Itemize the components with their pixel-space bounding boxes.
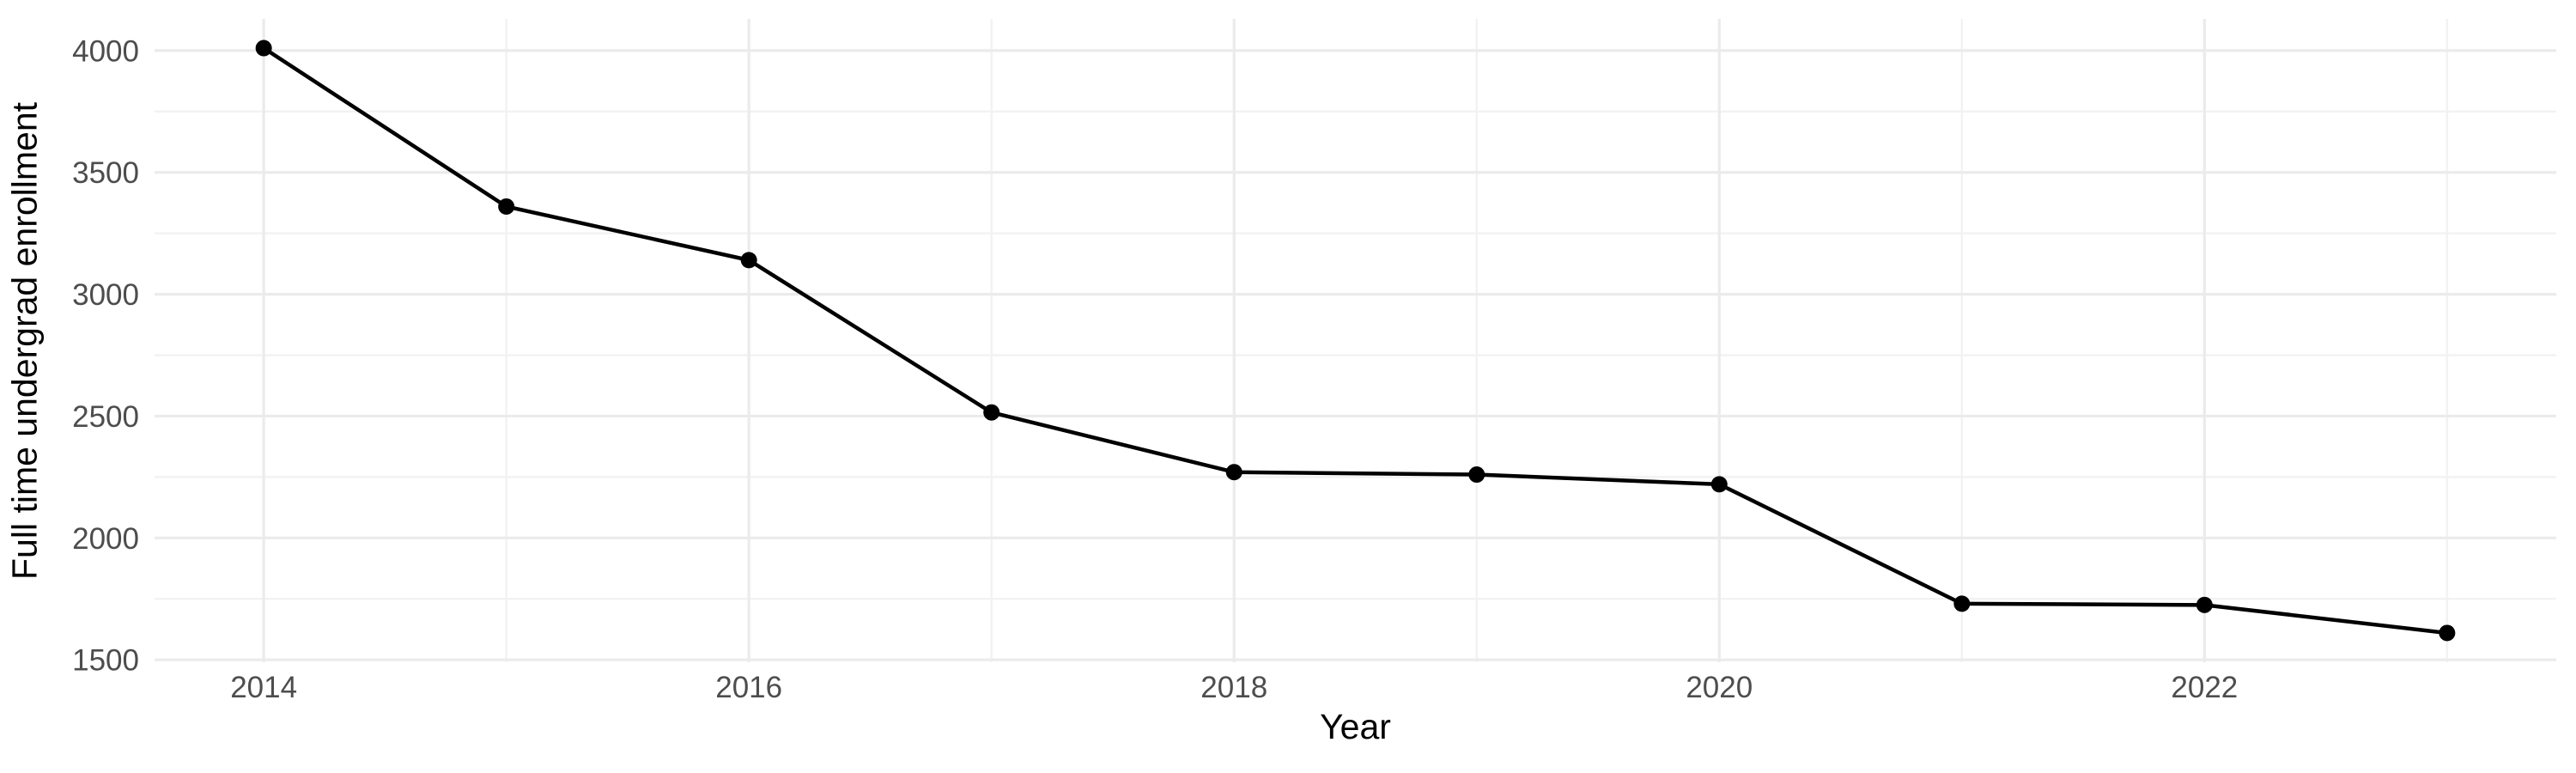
- x-tick-label: 2022: [2171, 671, 2238, 704]
- y-tick-label: 1500: [72, 644, 139, 678]
- data-point: [2439, 624, 2456, 642]
- x-axis-title: Year: [1320, 707, 1391, 746]
- x-tick-label: 2020: [1686, 671, 1753, 704]
- y-tick-label: 3000: [72, 278, 139, 312]
- y-tick-label: 4000: [72, 34, 139, 68]
- data-point: [2196, 596, 2213, 613]
- y-tick-label: 3500: [72, 156, 139, 190]
- data-point: [1953, 595, 1971, 612]
- y-tick-label: 2500: [72, 400, 139, 434]
- data-point: [983, 404, 1000, 421]
- enrollment-line: [261, 46, 2450, 636]
- y-tick-label: 2000: [72, 522, 139, 556]
- data-point: [1225, 464, 1242, 481]
- x-tick-label: 2014: [230, 671, 297, 704]
- data-point: [1710, 476, 1728, 493]
- data-point: [1468, 466, 1485, 484]
- data-point: [740, 252, 757, 269]
- x-tick-label: 2016: [715, 671, 782, 704]
- x-tick-label: 2018: [1200, 671, 1267, 704]
- data-point: [498, 198, 515, 215]
- y-axis-title: Full time undergrad enrollment: [4, 101, 45, 580]
- data-point: [255, 40, 272, 57]
